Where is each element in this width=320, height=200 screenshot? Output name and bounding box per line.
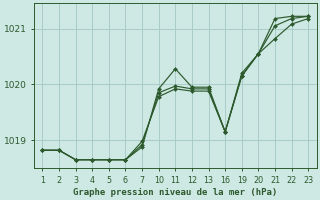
X-axis label: Graphe pression niveau de la mer (hPa): Graphe pression niveau de la mer (hPa) [73, 188, 277, 197]
